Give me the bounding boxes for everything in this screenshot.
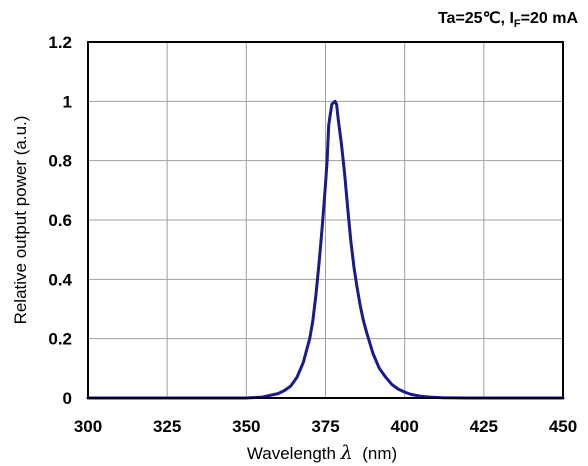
y-tick-label: 1 bbox=[63, 92, 72, 111]
y-tick-label: 0.8 bbox=[48, 152, 72, 171]
tick-labels: 300 325 350 375 400 425 450 0 0.2 0.4 0.6 0.8 1 1.2 bbox=[48, 33, 577, 436]
conditions-suffix: =20 mA bbox=[521, 10, 579, 27]
grid-lines bbox=[88, 42, 563, 398]
y-tick-label: 0 bbox=[63, 389, 72, 408]
series-layer bbox=[86, 99, 565, 400]
y-tick-label: 1.2 bbox=[48, 33, 72, 52]
conditions-prefix: Ta=25℃, I bbox=[438, 10, 514, 27]
x-axis-label-symbol: λ bbox=[340, 442, 353, 464]
x-axis-label-text: Wavelength bbox=[247, 444, 341, 463]
x-axis-label: Wavelength λ (nm) bbox=[247, 442, 397, 464]
x-tick-label: 325 bbox=[153, 417, 181, 436]
spectrum-series-line bbox=[86, 99, 565, 400]
x-tick-label: 425 bbox=[470, 417, 498, 436]
measurement-conditions: Ta=25℃, IF=20 mA bbox=[438, 10, 578, 30]
y-tick-label: 0.2 bbox=[48, 330, 72, 349]
x-tick-label: 300 bbox=[74, 417, 102, 436]
x-tick-label: 350 bbox=[232, 417, 260, 436]
conditions-subscript: F bbox=[514, 18, 521, 30]
x-axis-label-unit: (nm) bbox=[353, 444, 397, 463]
plot-area-frame bbox=[87, 41, 564, 399]
x-tick-label: 400 bbox=[390, 417, 418, 436]
x-tick-label: 375 bbox=[311, 417, 339, 436]
x-tick-label: 450 bbox=[549, 417, 577, 436]
y-tick-label: 0.4 bbox=[48, 270, 72, 289]
y-tick-label: 0.6 bbox=[48, 211, 72, 230]
y-axis-label: Relative output power (a.u.) bbox=[11, 116, 30, 325]
